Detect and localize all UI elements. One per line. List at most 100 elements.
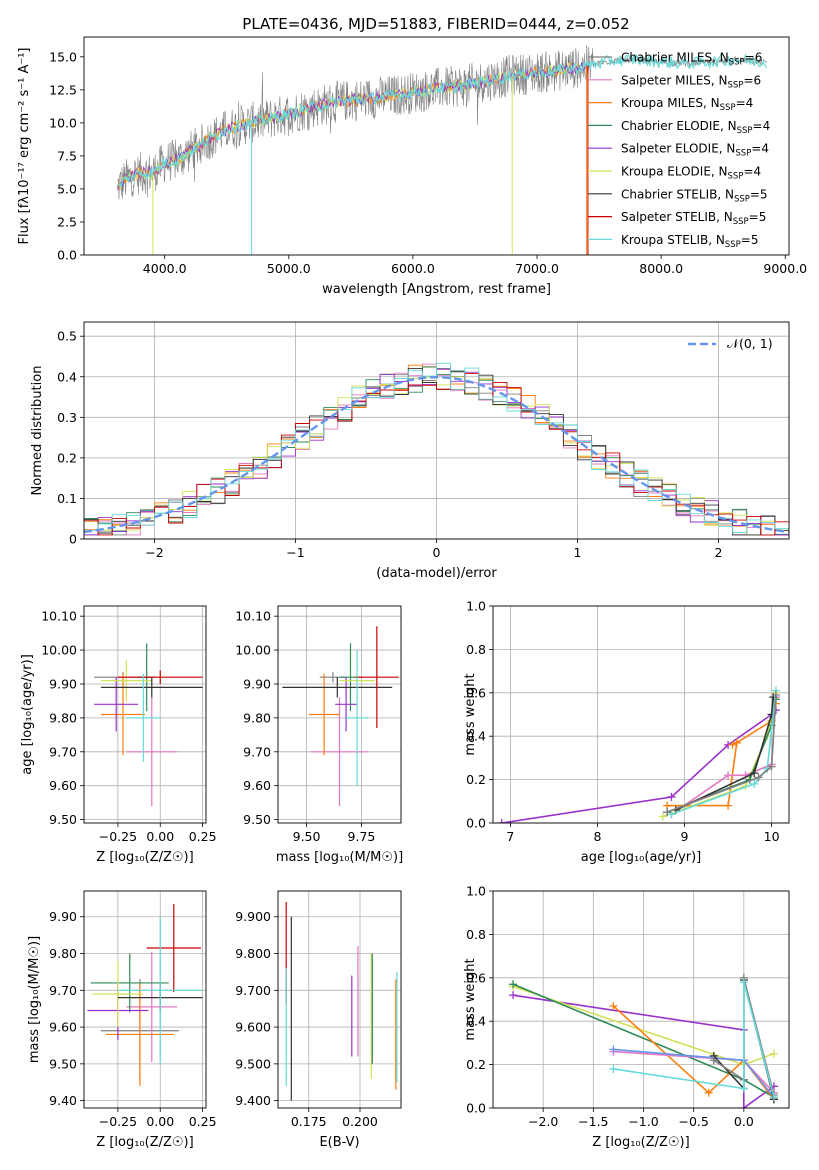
spectrum-xtick-label: 4000.0	[143, 261, 187, 276]
age_vs_mass-ytick-label: 9.60	[243, 778, 271, 793]
legend-sub: SSP	[737, 126, 753, 136]
mass_vs_ebv-xtick-label: 0.175	[291, 1114, 327, 1129]
weight_vs_Z-marker	[739, 1104, 748, 1108]
age_vs_mass-ytick-label: 9.50	[243, 812, 271, 827]
weight_vs_age-xlabel: age [log₁₀(age/yr)]	[581, 850, 702, 865]
weight_vs_Z-marker	[509, 980, 518, 989]
weight_vs_age-ytick-label: 0.2	[466, 772, 486, 787]
weight_vs_Z-marker	[509, 991, 518, 1000]
spectrum-axes: 4000.0 5000.0 6000.0 7000.0 8000.0 9000.0 0.0 2…	[49, 49, 807, 276]
spectrum-xtick-label: 6000.0	[391, 261, 435, 276]
weight_vs_Z-marker	[739, 1084, 748, 1093]
legend-sub: SSP	[725, 240, 741, 250]
legend-suffix: =6	[745, 51, 763, 65]
weight_vs_Z-frame	[492, 890, 790, 1109]
age_vs_Z-ytick-label: 9.70	[49, 744, 77, 759]
residuals-ytick-label: 0	[69, 532, 77, 547]
age_vs_Z-ytick-label: 10.00	[41, 643, 77, 658]
weight_vs_age-marker	[767, 762, 776, 771]
mass_vs_ebv-axes: 0.175 0.200 9.400 9.500 9.600 9.700 9.800 9.900	[235, 891, 401, 1129]
residuals-ytick-label: 0.4	[57, 369, 77, 384]
spectrum-xtick-label: 5000.0	[267, 261, 311, 276]
weight_vs_age-marker	[732, 738, 741, 747]
weight_vs_age-frame	[492, 605, 790, 824]
weight_vs_Z-marker	[769, 1093, 778, 1102]
mass_vs_ebv-ytick-label: 9.900	[235, 909, 271, 924]
legend-label: Salpeter STELIB, NSSP=5	[621, 210, 766, 227]
age_vs_Z-xtick-label: 0.00	[146, 829, 174, 844]
normal-legend-label: 𝒩(0, 1)	[727, 336, 773, 351]
weight_vs_age-marker	[754, 773, 763, 782]
mass_vs_ebv-ytick-label: 9.500	[235, 1056, 271, 1071]
mass_vs_ebv-ytick-label: 9.700	[235, 983, 271, 998]
age_vs_Z-ytick-label: 9.90	[49, 676, 77, 691]
spectrum-ytick-label: 0.0	[57, 248, 77, 263]
mass_vs_ebv-xlabel: E(B-V)	[319, 1135, 359, 1150]
weight_vs_age-marker	[658, 812, 667, 821]
mass_vs_ebv-points	[285, 902, 398, 1101]
weight_vs_Z-marker	[769, 1049, 778, 1058]
weight_vs_age-marker	[724, 801, 733, 810]
weight_vs_Z-ytick-label: 1.0	[466, 884, 486, 899]
residuals-xtick-label: 1	[574, 545, 582, 560]
spectrum-xtick-label: 7000.0	[515, 261, 559, 276]
age_vs_Z-frame	[83, 605, 207, 824]
mass_vs_Z-ytick-label: 9.90	[49, 909, 77, 924]
weight_vs_Z-ytick-label: 0.8	[466, 927, 486, 942]
weight_vs_Z-series	[509, 973, 778, 1108]
spectrum-xtick-label: 8000.0	[639, 261, 683, 276]
weight_vs_age-marker	[497, 819, 506, 823]
weight_vs_Z-marker	[739, 978, 748, 987]
weight_vs_age-ytick-label: 1.0	[466, 599, 486, 614]
legend-suffix: =5	[741, 233, 759, 247]
weight_vs_age-marker	[750, 769, 759, 778]
weight_vs_age-marker	[667, 810, 676, 819]
weight_vs_age-series	[497, 686, 780, 823]
weight_vs_Z-ytick-label: 0.2	[466, 1057, 486, 1072]
spectrum-ytick-label: 12.5	[49, 82, 77, 97]
normal-curve	[84, 375, 789, 534]
weight_vs_age-xtick-label: 10	[764, 829, 780, 844]
mass_vs_Z-xlabel: Z [log₁₀(Z/Z☉)]	[96, 1135, 193, 1150]
age_vs_mass-points	[282, 626, 399, 807]
weight_vs_age-ytick-label: 0.4	[466, 729, 486, 744]
mass_vs_ebv-ytick-label: 9.800	[235, 946, 271, 961]
age_vs_Z-ytick-label: 9.60	[49, 778, 77, 793]
age_vs_Z-ylabel: age [log₁₀(age/yr)]	[20, 654, 35, 775]
weight_vs_age-line-salpeter_elodie	[501, 709, 777, 823]
age_vs_mass-ytick-label: 9.70	[243, 744, 271, 759]
legend-sub: SSP	[728, 172, 744, 182]
residuals-xtick-label: −2	[145, 545, 163, 560]
weight_vs_Z-xtick-label: −2.0	[528, 1114, 558, 1129]
mass_vs_Z-ytick-label: 9.80	[49, 946, 77, 961]
weight_vs_age-marker	[750, 779, 759, 788]
age_vs_mass-ytick-label: 9.80	[243, 710, 271, 725]
weight_vs_Z-ylabel: mass weight	[463, 958, 478, 1040]
age_vs_mass-ytick-label: 10.10	[235, 609, 271, 624]
weight_vs_Z-ytick-label: 0.0	[466, 1101, 486, 1116]
plots-layer: 4000.0 5000.0 6000.0 7000.0 8000.0 9000.00.02…	[17, 36, 807, 1150]
legend-suffix: =4	[751, 142, 769, 156]
residuals-xtick-label: 2	[715, 545, 723, 560]
legend-label: Chabrier ELODIE, NSSP=4	[621, 119, 770, 136]
legend-sub: SSP	[734, 194, 750, 204]
weight_vs_Z-xtick-label: −1.5	[578, 1114, 608, 1129]
spectrum-ytick-label: 15.0	[49, 49, 77, 64]
legend-sub: SSP	[720, 103, 736, 113]
mass_vs_Z-ytick-label: 9.50	[49, 1056, 77, 1071]
weight_vs_age-axes: 7 8 9 10 0.0 0.2 0.4 0.6 0.8 1.0	[466, 599, 789, 844]
weight_vs_Z-ytick-label: 0.6	[466, 970, 486, 985]
legend-suffix: =5	[750, 187, 768, 201]
weight_vs_age-marker	[728, 740, 737, 749]
age_vs_Z-ytick-label: 10.10	[41, 609, 77, 624]
weight_vs_age-ytick-label: 0.0	[466, 816, 486, 831]
residuals-ytick-label: 0.5	[57, 329, 77, 344]
legend-sub: SSP	[728, 80, 744, 90]
weight_vs_Z-xtick-label: 0.0	[734, 1114, 754, 1129]
weight_vs_age-xtick-label: 8	[593, 829, 601, 844]
weight_vs_Z-line-kroupa_stelib	[613, 981, 775, 1098]
histogram-kroupa_elodie	[84, 376, 789, 536]
weight_vs_age-marker	[667, 792, 676, 801]
spectrum-xlabel: wavelength [Angstrom, rest frame]	[322, 282, 551, 297]
weight_vs_age-line-chabrier_stelib	[675, 697, 775, 811]
